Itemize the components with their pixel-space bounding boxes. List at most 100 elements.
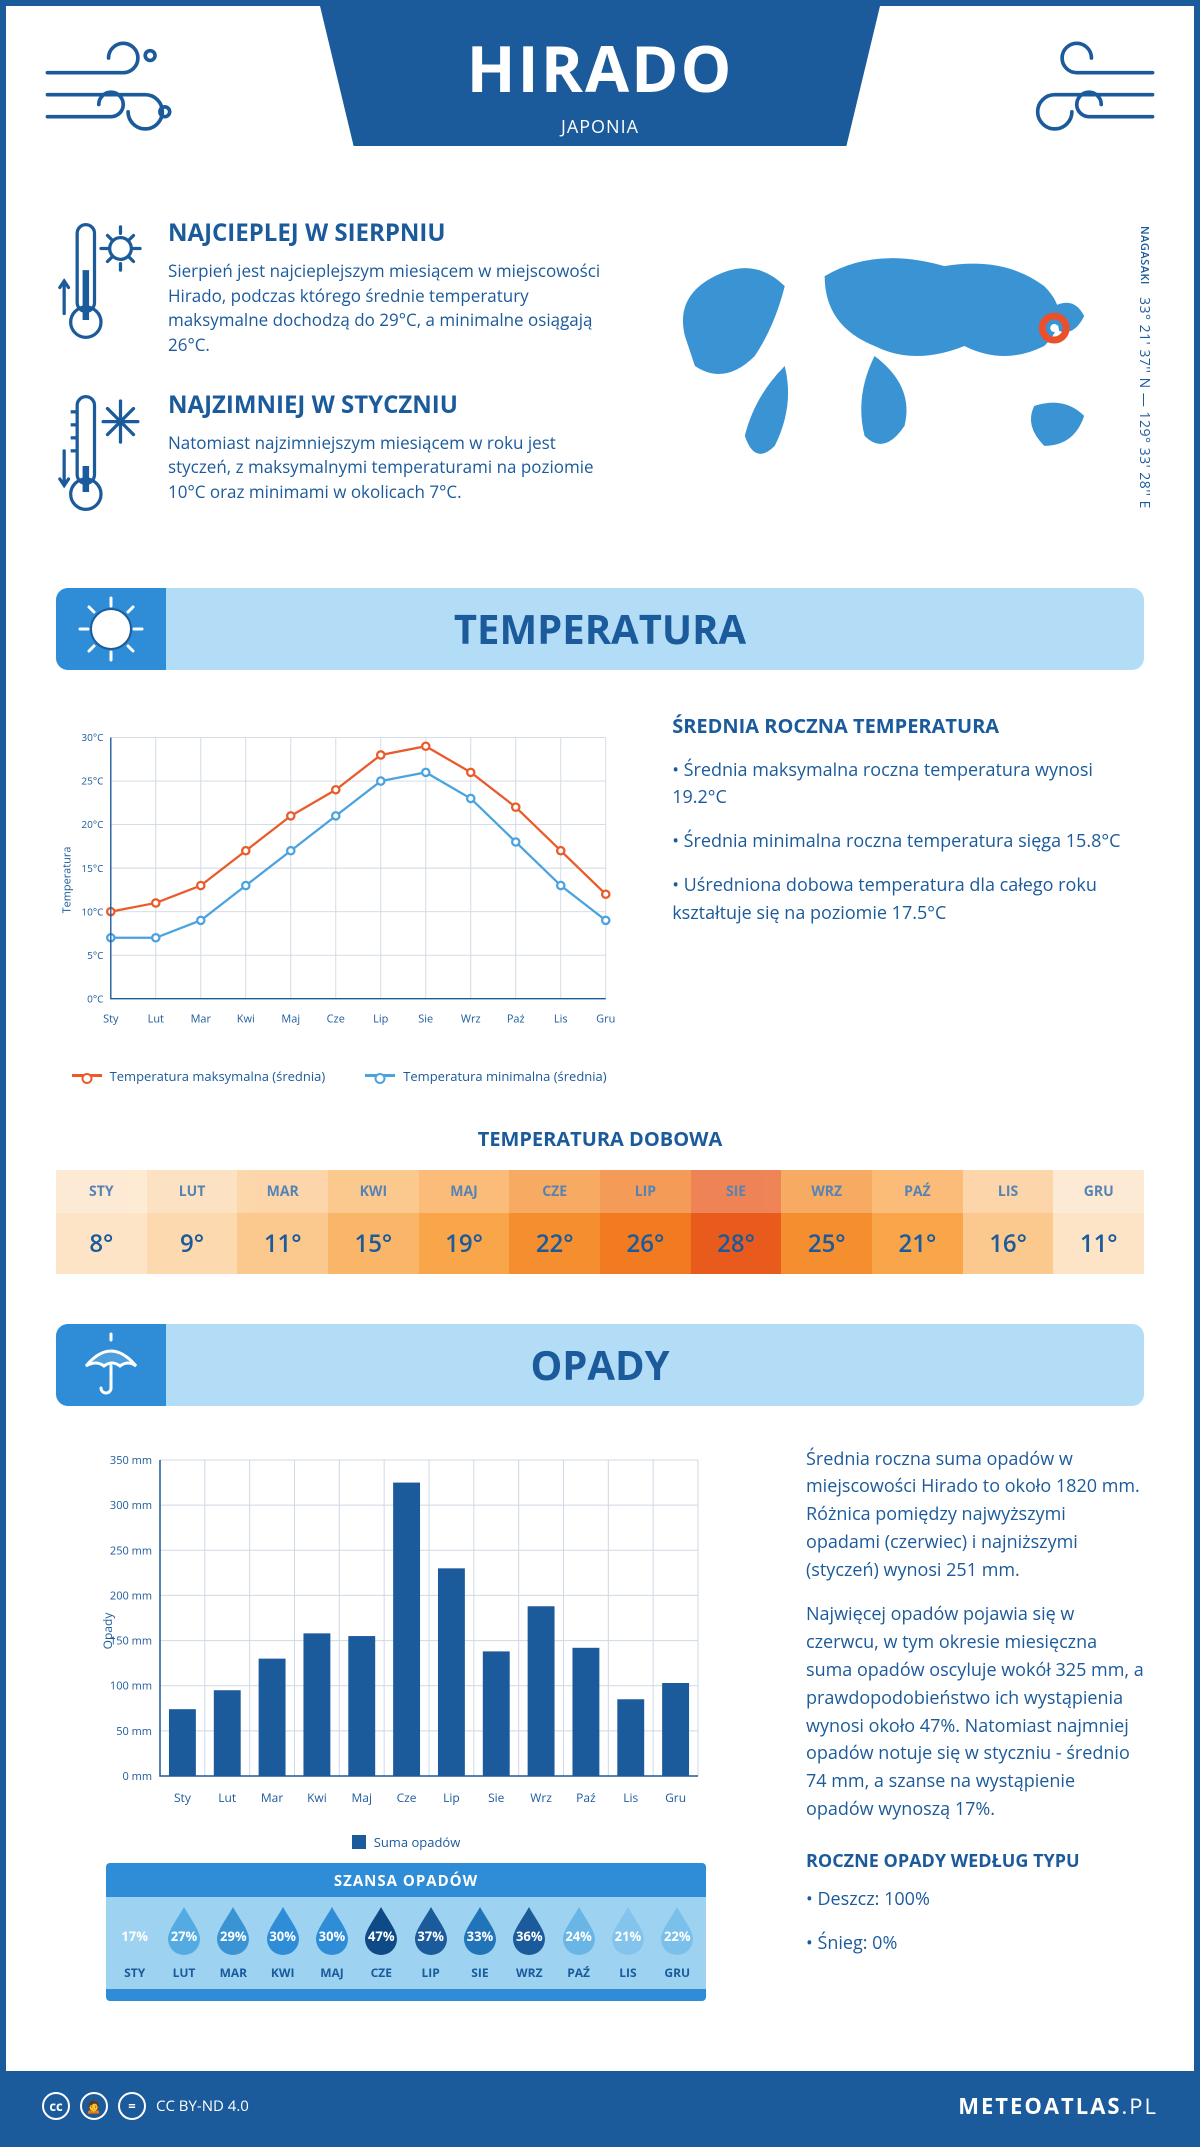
temperature-chart-area: 0°C5°C10°C15°C20°C25°C30°CStyLutMarKwiMa… xyxy=(56,710,622,1085)
svg-text:Maj: Maj xyxy=(352,1789,373,1806)
rain-chance-value: 24% xyxy=(559,1927,599,1945)
daily-temp-month: LIP xyxy=(600,1170,691,1213)
country-subtitle: JAPONIA xyxy=(320,115,880,139)
legend-max-label: Temperatura maksymalna (średnia) xyxy=(110,1067,326,1085)
temperature-section-title: TEMPERATURA xyxy=(454,601,746,656)
svg-text:Sie: Sie xyxy=(488,1789,505,1806)
daily-temp-value: 11° xyxy=(1053,1213,1144,1274)
daily-temp-block: TEMPERATURA DOBOWA STY8°LUT9°MAR11°KWI15… xyxy=(6,1125,1194,1324)
fact-coldest: NAJZIMNIEJ W STYCZNIU Natomiast najzimni… xyxy=(56,388,605,518)
raindrop-icon: 47% xyxy=(361,1905,401,1955)
precip-section-title: OPADY xyxy=(530,1337,669,1392)
rain-chance-col: 36%WRZ xyxy=(505,1899,554,1987)
temperature-summary-item: • Uśredniona dobowa temperatura dla całe… xyxy=(672,872,1144,928)
raindrop-icon: 30% xyxy=(263,1905,303,1955)
daily-temp-cell: STY8° xyxy=(56,1170,147,1274)
coords-label: NAGASAKI 33° 21' 37'' N — 129° 33' 28'' … xyxy=(1135,226,1154,509)
svg-text:30°C: 30°C xyxy=(81,730,104,744)
wind-icon-right xyxy=(1014,36,1164,146)
rain-chance-value: 47% xyxy=(361,1927,401,1945)
daily-temp-cell: SIE28° xyxy=(691,1170,782,1274)
raindrop-icon: 17% xyxy=(115,1905,155,1955)
coords-value: 33° 21' 37'' N — 129° 33' 28'' E xyxy=(1135,297,1154,509)
rain-chance-value: 27% xyxy=(164,1927,204,1945)
precip-section-body: 0 mm50 mm100 mm150 mm200 mm250 mm300 mm3… xyxy=(6,1406,1194,2041)
daily-temp-month: LIS xyxy=(963,1170,1054,1213)
rain-chance-col: 24%PAŹ xyxy=(554,1899,603,1987)
daily-temp-month: PAŹ xyxy=(872,1170,963,1213)
rain-chance-col: 21%LIS xyxy=(603,1899,652,1987)
legend-precip: Suma opadów xyxy=(352,1833,461,1851)
svg-text:Wrz: Wrz xyxy=(461,1011,481,1026)
daily-temp-month: WRZ xyxy=(781,1170,872,1213)
daily-temp-value: 11° xyxy=(237,1213,328,1274)
map-column: NAGASAKI 33° 21' 37'' N — 129° 33' 28'' … xyxy=(645,216,1144,548)
daily-temp-month: CZE xyxy=(509,1170,600,1213)
precip-legend: Suma opadów xyxy=(56,1833,756,1851)
raindrop-icon: 27% xyxy=(164,1905,204,1955)
svg-text:0°C: 0°C xyxy=(87,991,104,1005)
rain-chance-value: 37% xyxy=(411,1927,451,1945)
wind-icon-left xyxy=(36,36,186,146)
daily-temp-cell: PAŹ21° xyxy=(872,1170,963,1274)
svg-text:Sie: Sie xyxy=(418,1011,433,1026)
rain-chance-title: SZANSA OPADÓW xyxy=(106,1863,706,1897)
daily-temp-cell: LIS16° xyxy=(963,1170,1054,1274)
precip-by-type-item: • Śnieg: 0% xyxy=(806,1930,1144,1958)
page: HIRADO JAPONIA NAJCIEPLEJ W SI xyxy=(0,0,1200,2147)
svg-text:Lis: Lis xyxy=(554,1011,568,1026)
rain-chance-value: 30% xyxy=(263,1927,303,1945)
daily-temp-value: 9° xyxy=(147,1213,238,1274)
daily-temp-month: GRU xyxy=(1053,1170,1144,1213)
rain-chance-value: 22% xyxy=(657,1927,697,1945)
precip-by-type-item: • Deszcz: 100% xyxy=(806,1886,1144,1914)
precip-summary: Średnia roczna suma opadów w miejscowośc… xyxy=(806,1446,1144,2001)
svg-text:Kwi: Kwi xyxy=(307,1789,327,1806)
precip-chart-area: 0 mm50 mm100 mm150 mm200 mm250 mm300 mm3… xyxy=(56,1446,756,2001)
rain-chance-month: CZE xyxy=(357,1964,406,1981)
rain-chance-panel: SZANSA OPADÓW 17%STY27%LUT29%MAR30%KWI30… xyxy=(106,1863,706,2001)
footer: cc 🙍 = CC BY-ND 4.0 METEOATLAS.PL xyxy=(6,2071,1194,2141)
daily-temp-cell: MAR11° xyxy=(237,1170,328,1274)
rain-chance-value: 29% xyxy=(213,1927,253,1945)
rain-chance-col: 22%GRU xyxy=(653,1899,702,1987)
svg-text:150 mm: 150 mm xyxy=(110,1633,152,1648)
raindrop-icon: 24% xyxy=(559,1905,599,1955)
raindrop-icon: 30% xyxy=(312,1905,352,1955)
svg-text:Lut: Lut xyxy=(218,1789,236,1806)
rain-chance-col: 47% CZE xyxy=(357,1899,406,1987)
svg-text:200 mm: 200 mm xyxy=(110,1588,152,1603)
daily-temp-value: 26° xyxy=(600,1213,691,1274)
svg-text:Wrz: Wrz xyxy=(530,1789,552,1806)
rain-chance-value: 33% xyxy=(460,1927,500,1945)
thermometer-cold-icon xyxy=(56,388,146,518)
svg-text:Lip: Lip xyxy=(443,1789,460,1806)
daily-temp-cell: GRU11° xyxy=(1053,1170,1144,1274)
daily-temp-cell: LUT9° xyxy=(147,1170,238,1274)
world-map xyxy=(645,216,1144,496)
svg-text:Gru: Gru xyxy=(665,1789,686,1806)
raindrop-icon: 22% xyxy=(657,1905,697,1955)
legend-min-label: Temperatura minimalna (średnia) xyxy=(403,1067,606,1085)
daily-temp-month: LUT xyxy=(147,1170,238,1213)
rain-chance-month: LUT xyxy=(159,1964,208,1981)
svg-text:250 mm: 250 mm xyxy=(110,1543,152,1558)
daily-temp-cell: CZE22° xyxy=(509,1170,600,1274)
title-banner: HIRADO JAPONIA xyxy=(320,6,880,146)
fact-coldest-body: Natomiast najzimniejszym miesiącem w rok… xyxy=(168,431,605,505)
fact-coldest-text: NAJZIMNIEJ W STYCZNIU Natomiast najzimni… xyxy=(168,388,605,518)
temperature-summary-title: ŚREDNIA ROCZNA TEMPERATURA xyxy=(672,710,1144,741)
precip-by-type: ROCZNE OPADY WEDŁUG TYPU • Deszcz: 100%•… xyxy=(806,1848,1144,1958)
raindrop-icon: 36% xyxy=(509,1905,549,1955)
daily-temp-value: 22° xyxy=(509,1213,600,1274)
rain-chance-value: 17% xyxy=(115,1927,155,1945)
daily-temp-value: 16° xyxy=(963,1213,1054,1274)
raindrop-icon: 21% xyxy=(608,1905,648,1955)
thermometer-hot-icon xyxy=(56,216,146,346)
raindrop-icon: 29% xyxy=(213,1905,253,1955)
daily-temp-month: STY xyxy=(56,1170,147,1213)
fact-warmest-body: Sierpień jest najcieplejszym miesiącem w… xyxy=(168,259,605,358)
svg-text:Cze: Cze xyxy=(327,1011,345,1026)
temperature-line-chart: 0°C5°C10°C15°C20°C25°C30°CStyLutMarKwiMa… xyxy=(56,710,622,1050)
rain-chance-col: 27% LUT xyxy=(159,1899,208,1987)
